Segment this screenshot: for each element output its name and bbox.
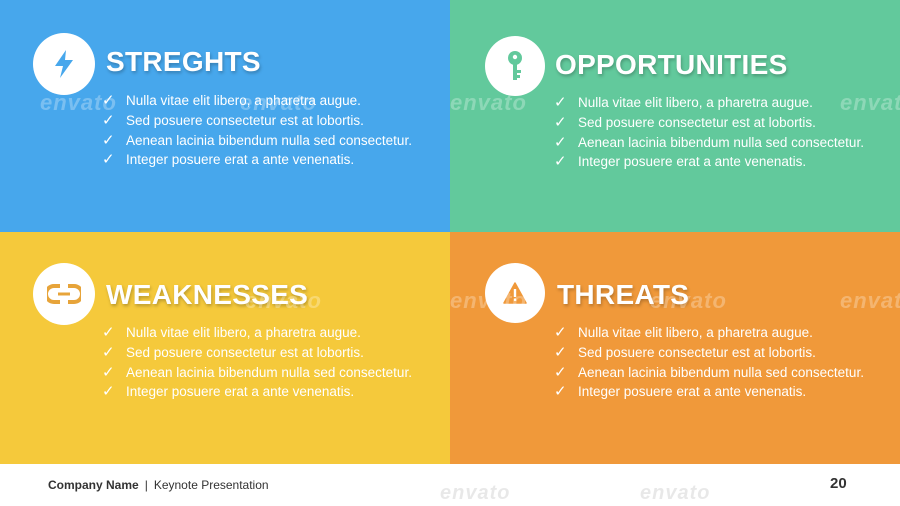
- bullet-text: Aenean lacinia bibendum nulla sed consec…: [578, 134, 864, 150]
- bullet-text: Sed posuere consectetur est at lobortis.: [578, 344, 816, 360]
- swot-strengths-panel: STREGHTS ✓ Nulla vitae elit libero, a pha…: [0, 0, 450, 232]
- check-icon: ✓: [102, 324, 115, 341]
- list-item: ✓ Sed posuere consectetur est at lobortis…: [554, 343, 874, 363]
- check-icon: ✓: [102, 111, 115, 129]
- list-item: ✓ Nulla vitae elit libero, a pharetra aug…: [102, 323, 422, 343]
- company-name: Company Name: [48, 478, 139, 492]
- check-icon: ✓: [554, 153, 567, 171]
- list-item: ✓ Aenean lacinia bibendum nulla sed conse…: [554, 133, 874, 153]
- bullet-text: Sed posuere consectetur est at lobortis.: [126, 112, 364, 128]
- list-item: ✓ Aenean lacinia bibendum nulla sed conse…: [102, 363, 422, 383]
- presentation-label: Keynote Presentation: [153, 478, 269, 492]
- list-item: ✓ Integer posuere erat a ante venenatis.: [554, 152, 874, 172]
- check-icon: ✓: [554, 363, 567, 381]
- footer-separator: |: [144, 478, 148, 492]
- check-icon: ✓: [102, 363, 115, 381]
- strengths-title: STREGHTS: [106, 46, 261, 77]
- footer-company-info: Company Name | Keynote Presentation: [48, 478, 269, 492]
- bullet-text: Integer posuere erat a ante venenatis.: [126, 152, 355, 168]
- bullet-text: Integer posuere erat a ante venenatis.: [126, 384, 355, 400]
- check-icon: ✓: [554, 113, 567, 131]
- list-item: ✓ Nulla vitae elit libero, a pharetra aug…: [102, 91, 422, 111]
- strengths-icon-badge: [33, 33, 95, 95]
- bullet-text: Sed posuere consectetur est at lobortis.: [126, 344, 364, 360]
- bullet-text: Sed posuere consectetur est at lobortis.: [578, 114, 816, 130]
- list-item: ✓ Aenean lacinia bibendum nulla sed conse…: [102, 131, 422, 151]
- opportunities-bullet-list: ✓ Nulla vitae elit libero, a pharetra aug…: [554, 93, 874, 172]
- bullet-text: Aenean lacinia bibendum nulla sed consec…: [126, 132, 412, 148]
- key-icon: [508, 51, 522, 80]
- lightning-icon: [55, 50, 73, 78]
- list-item: ✓ Aenean lacinia bibendum nulla sed conse…: [554, 363, 874, 383]
- list-item: ✓ Nulla vitae elit libero, a pharetra aug…: [554, 93, 874, 113]
- bullet-text: Nulla vitae elit libero, a pharetra augu…: [578, 95, 813, 110]
- list-item: ✓ Integer posuere erat a ante venenatis.: [102, 150, 422, 170]
- page-number: 20: [830, 475, 847, 492]
- opportunities-icon-badge: [485, 36, 545, 96]
- list-item: ✓ Nulla vitae elit libero, a pharetra aug…: [554, 323, 874, 343]
- weaknesses-icon-badge: [33, 263, 95, 325]
- bullet-text: Integer posuere erat a ante venenatis.: [578, 154, 807, 170]
- watermark: envato: [640, 482, 711, 504]
- broken-chain-icon: [47, 284, 81, 304]
- watermark: envato: [440, 482, 511, 504]
- check-icon: ✓: [554, 133, 567, 151]
- check-icon: ✓: [554, 383, 567, 401]
- warning-icon: [503, 282, 527, 304]
- bullet-text: Nulla vitae elit libero, a pharetra augu…: [578, 325, 813, 340]
- slide-footer: Company Name | Keynote Presentation envato…: [0, 464, 900, 506]
- bullet-text: Aenean lacinia bibendum nulla sed consec…: [126, 364, 412, 380]
- threats-bullet-list: ✓ Nulla vitae elit libero, a pharetra aug…: [554, 323, 874, 402]
- check-icon: ✓: [102, 92, 115, 109]
- swot-weaknesses-panel: WEAKNESSES ✓ Nulla vitae elit libero, a p…: [0, 232, 450, 464]
- weaknesses-bullet-list: ✓ Nulla vitae elit libero, a pharetra aug…: [102, 323, 422, 402]
- list-item: ✓ Sed posuere consectetur est at lobortis…: [554, 113, 874, 133]
- list-item: ✓ Integer posuere erat a ante venenatis.: [102, 382, 422, 402]
- check-icon: ✓: [554, 94, 567, 111]
- check-icon: ✓: [102, 383, 115, 401]
- check-icon: ✓: [102, 131, 115, 149]
- check-icon: ✓: [102, 343, 115, 361]
- swot-opportunities-panel: OPPORTUNITIES ✓ Nulla vitae elit libero, …: [450, 0, 900, 232]
- check-icon: ✓: [554, 343, 567, 361]
- check-icon: ✓: [102, 151, 115, 169]
- check-icon: ✓: [554, 324, 567, 341]
- bullet-text: Nulla vitae elit libero, a pharetra augu…: [126, 325, 361, 340]
- list-item: ✓ Sed posuere consectetur est at lobortis…: [102, 111, 422, 131]
- list-item: ✓ Sed posuere consectetur est at lobortis…: [102, 343, 422, 363]
- threats-title: THREATS: [557, 279, 690, 310]
- bullet-text: Nulla vitae elit libero, a pharetra augu…: [126, 93, 361, 108]
- bullet-text: Aenean lacinia bibendum nulla sed consec…: [578, 364, 864, 380]
- threats-icon-badge: [485, 263, 545, 323]
- opportunities-title: OPPORTUNITIES: [555, 49, 788, 80]
- strengths-bullet-list: ✓ Nulla vitae elit libero, a pharetra aug…: [102, 91, 422, 170]
- swot-threats-panel: THREATS ✓ Nulla vitae elit libero, a phar…: [450, 232, 900, 464]
- watermark: envato: [840, 288, 900, 313]
- bullet-text: Integer posuere erat a ante venenatis.: [578, 384, 807, 400]
- weaknesses-title: WEAKNESSES: [106, 279, 309, 310]
- list-item: ✓ Integer posuere erat a ante venenatis.: [554, 382, 874, 402]
